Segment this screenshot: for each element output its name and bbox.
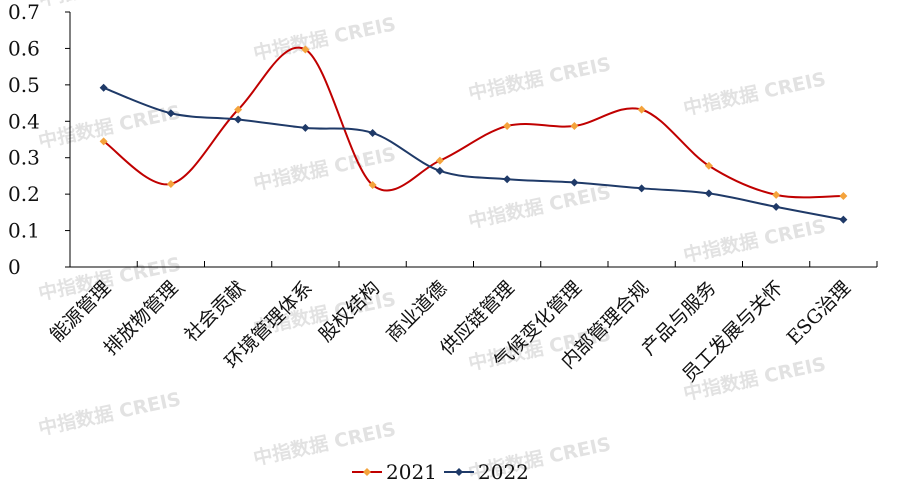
watermark: 中指数据 CREIS xyxy=(251,417,398,470)
data-point-2022 xyxy=(166,109,175,118)
data-point-2022 xyxy=(234,115,243,124)
data-point-2021 xyxy=(368,181,377,190)
y-tick-label: 0.3 xyxy=(8,146,40,170)
series-2022 xyxy=(99,83,848,224)
data-point-2021 xyxy=(166,179,175,188)
data-point-2021 xyxy=(772,190,781,199)
y-tick-label: 0.6 xyxy=(8,36,40,60)
series-2021 xyxy=(99,45,848,200)
data-point-2021 xyxy=(570,122,579,131)
series-line-2022 xyxy=(103,86,844,221)
legend-label: 2022 xyxy=(478,460,529,484)
data-point-2021 xyxy=(704,161,713,170)
x-tick-label: 社会贡献 xyxy=(180,277,249,346)
series-layer xyxy=(99,45,848,224)
watermark: 中指数据 CREIS xyxy=(36,0,183,11)
data-point-2021 xyxy=(435,156,444,165)
legend-label: 2021 xyxy=(386,460,437,484)
data-point-2022 xyxy=(435,166,444,175)
y-tick-label: 0.2 xyxy=(8,182,40,206)
data-point-2022 xyxy=(772,202,781,211)
data-point-2021 xyxy=(839,191,848,200)
x-tick-label: ESG治理 xyxy=(783,277,855,349)
legend: 2021 2022 xyxy=(352,460,529,484)
y-tick-label: 0 xyxy=(8,255,21,279)
data-point-2021 xyxy=(99,137,108,146)
data-point-2022 xyxy=(637,184,646,193)
legend-item-2021: 2021 xyxy=(352,460,437,484)
watermark: 中指数据 CREIS xyxy=(681,67,828,120)
axes: 00.10.20.30.40.50.60.7能源管理排放物管理社会贡献环境管理体… xyxy=(8,0,878,387)
legend-marker xyxy=(363,468,371,476)
data-point-2022 xyxy=(99,83,108,92)
data-point-2021 xyxy=(503,122,512,131)
y-tick-label: 0.7 xyxy=(8,0,40,24)
watermark: 中指数据 CREIS xyxy=(681,214,828,267)
data-point-2022 xyxy=(570,178,579,187)
y-tick-label: 0.4 xyxy=(8,109,40,133)
watermark: 中指数据 CREIS xyxy=(466,180,613,233)
legend-marker xyxy=(455,468,463,476)
data-point-2021 xyxy=(301,45,310,54)
watermark: 中指数据 CREIS xyxy=(251,12,398,65)
x-tick-label: 商业道德 xyxy=(382,277,451,346)
data-point-2022 xyxy=(301,123,310,132)
y-tick-label: 0.5 xyxy=(8,73,40,97)
y-tick-label: 0.1 xyxy=(8,219,40,243)
legend-item-2022: 2022 xyxy=(444,460,529,484)
data-point-2022 xyxy=(704,189,713,198)
watermark-layer: 中指数据 CREIS 中指数据 CREIS 中指数据 CREIS 中指数据 CR… xyxy=(36,0,828,485)
data-point-2021 xyxy=(637,105,646,114)
watermark: 中指数据 CREIS xyxy=(36,387,183,440)
data-point-2022 xyxy=(368,128,377,137)
data-point-2022 xyxy=(839,215,848,224)
watermark: 中指数据 CREIS xyxy=(466,52,613,105)
data-point-2022 xyxy=(503,175,512,184)
series-line-2021 xyxy=(103,46,844,199)
data-point-2021 xyxy=(234,105,243,114)
